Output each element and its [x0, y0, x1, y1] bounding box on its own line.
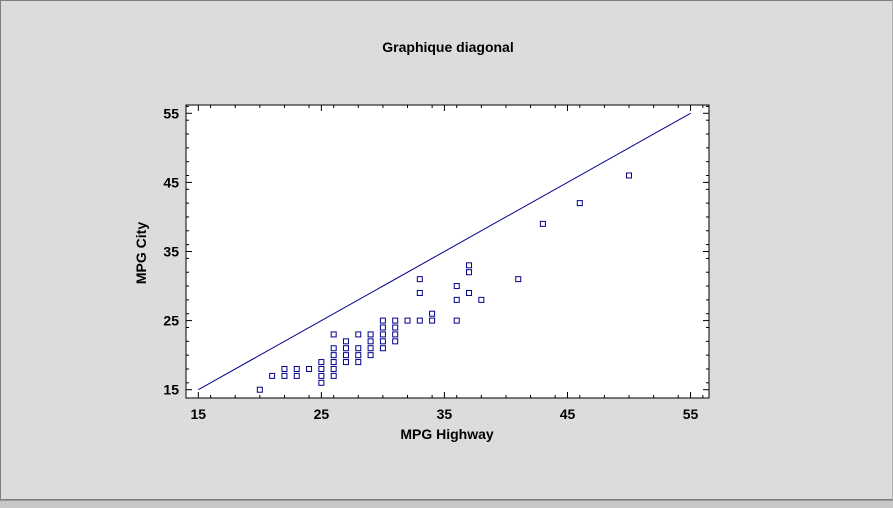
y-tick-label: 55: [163, 105, 179, 121]
data-point: [318, 372, 325, 379]
data-point: [318, 359, 325, 366]
data-point: [330, 331, 337, 338]
data-point: [318, 379, 325, 386]
x-tick-label: 15: [191, 406, 207, 422]
x-tick-labels: 15 25 35 45 55: [191, 406, 699, 422]
data-point: [293, 365, 300, 372]
y-tick-label: 15: [163, 382, 179, 398]
data-point: [626, 172, 633, 179]
data-point: [330, 372, 337, 379]
data-point: [416, 276, 423, 283]
data-point: [367, 331, 374, 338]
data-point: [539, 220, 546, 227]
diagonal-line: [198, 112, 691, 391]
y-tick-label: 35: [163, 244, 179, 260]
y-tick-label: 25: [163, 313, 179, 329]
data-point: [466, 262, 473, 269]
y-tick-label: 45: [163, 174, 179, 190]
chart-title: Graphique diagonal: [382, 39, 513, 55]
data-point: [416, 317, 423, 324]
x-tick-label: 45: [560, 406, 576, 422]
data-point: [379, 338, 386, 345]
data-point: [306, 365, 313, 372]
data-point: [367, 352, 374, 359]
x-tick-label: 35: [437, 406, 453, 422]
data-point: [330, 352, 337, 359]
data-point: [429, 317, 436, 324]
x-tick-label: 25: [314, 406, 330, 422]
data-point: [330, 345, 337, 352]
data-point: [269, 372, 276, 379]
data-point: [392, 317, 399, 324]
y-tick-labels: 15 25 35 45 55: [163, 105, 179, 397]
x-axis-label: MPG Highway: [400, 426, 494, 442]
y-axis-label: MPG City: [133, 222, 149, 284]
data-point: [342, 345, 349, 352]
data-point: [515, 276, 522, 283]
data-point: [453, 317, 460, 324]
data-point: [453, 296, 460, 303]
data-point: [576, 200, 583, 207]
data-point: [293, 372, 300, 379]
data-point: [330, 365, 337, 372]
data-point: [416, 289, 423, 296]
window-bottom-edge: [0, 500, 893, 508]
data-point: [281, 365, 288, 372]
data-point: [367, 345, 374, 352]
data-point: [342, 352, 349, 359]
data-point: [392, 338, 399, 345]
data-point: [379, 345, 386, 352]
data-point: [392, 324, 399, 331]
data-point: [379, 331, 386, 338]
data-point: [379, 324, 386, 331]
data-point: [281, 372, 288, 379]
data-point: [478, 296, 485, 303]
x-tick-label: 55: [683, 406, 699, 422]
data-point: [342, 359, 349, 366]
data-point: [355, 345, 362, 352]
data-point: [355, 352, 362, 359]
data-point: [355, 359, 362, 366]
plot-area: [185, 104, 710, 399]
axis-ticks: [186, 105, 709, 398]
data-point: [392, 331, 399, 338]
data-point: [466, 289, 473, 296]
data-point: [453, 283, 460, 290]
data-point: [256, 386, 263, 393]
data-point: [318, 365, 325, 372]
data-point: [466, 269, 473, 276]
data-point: [404, 317, 411, 324]
data-point: [367, 338, 374, 345]
data-point: [429, 310, 436, 317]
data-point: [355, 331, 362, 338]
data-points: [256, 172, 633, 393]
data-point: [342, 338, 349, 345]
data-point: [330, 359, 337, 366]
data-point: [379, 317, 386, 324]
